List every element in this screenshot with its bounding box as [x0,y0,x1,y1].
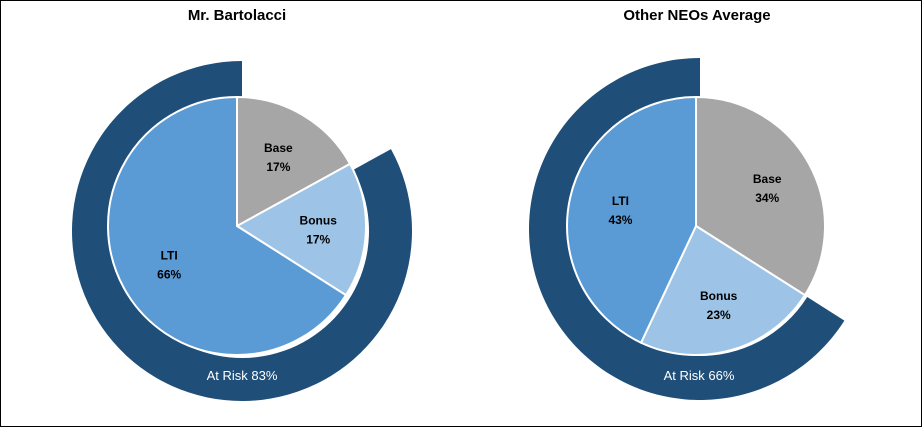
slice-label-bonus: Bonus [300,214,338,228]
slice-label-lti: LTI [612,194,629,208]
slice-label-base: Base [753,172,782,186]
slice-label-lti: LTI [161,248,178,262]
slice-value-base: 34% [755,191,779,205]
chart-title-bartolacci: Mr. Bartolacci [187,7,287,24]
slice-value-lti: 43% [608,213,632,227]
pie-slice-lti [107,95,348,356]
pie-slice-lti [566,95,697,345]
at-risk-label: At Risk 66% [664,368,735,383]
pie-slice-bonus [235,162,367,297]
slice-value-bonus: 17% [306,233,330,247]
at-risk-label: At Risk 83% [207,368,278,383]
slice-label-bonus: Bonus [700,289,738,303]
slice-label-base: Base [264,141,293,155]
pie-slice-bonus [639,224,807,356]
chart-title-other-neos: Other NEOs Average [623,7,771,24]
slice-value-lti: 66% [157,267,181,281]
slice-value-base: 17% [266,160,290,174]
slice-value-bonus: 23% [707,308,731,322]
pie-slice-base [236,95,352,228]
